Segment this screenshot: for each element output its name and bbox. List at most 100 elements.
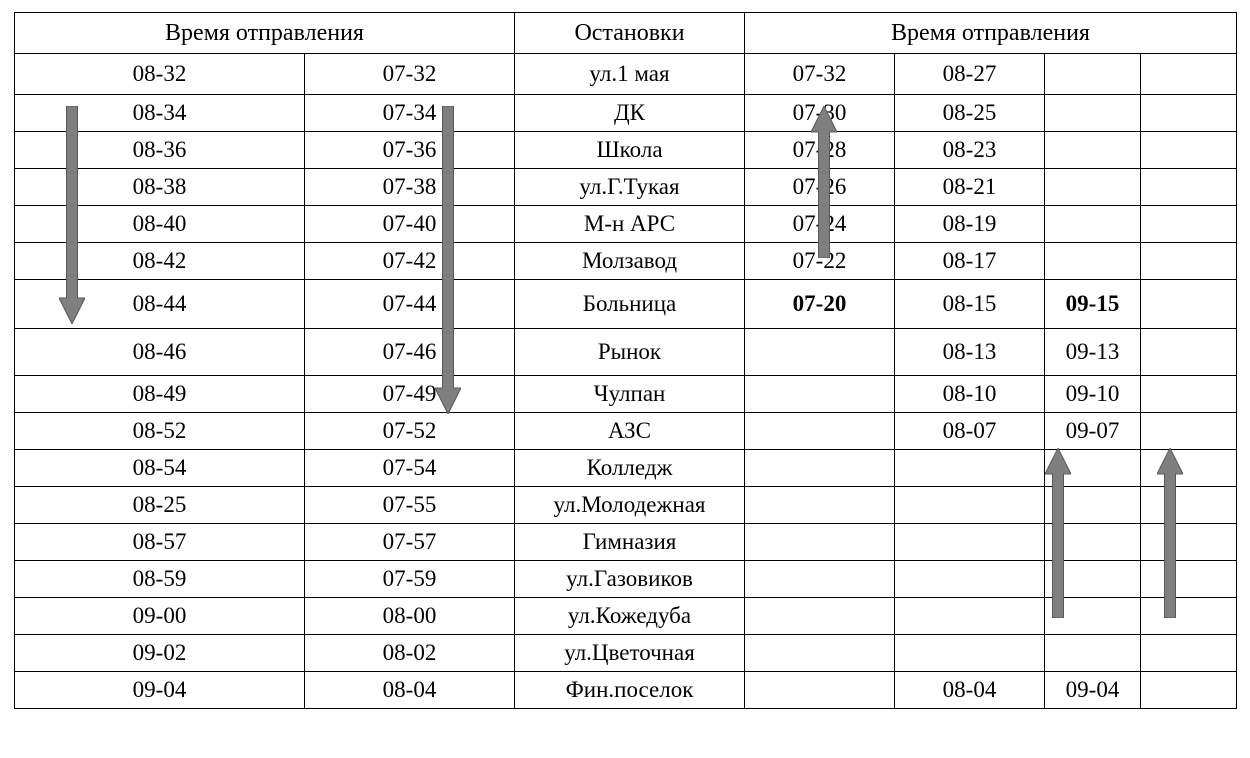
departure-right-a	[745, 672, 895, 709]
header-left: Время отправления	[15, 13, 515, 54]
departure-right-a	[745, 487, 895, 524]
departure-left-b: 07-38	[305, 169, 515, 206]
departure-left-a: 08-59	[15, 561, 305, 598]
table-row: 08-5707-57Гимназия	[15, 524, 1237, 561]
departure-left-a: 08-42	[15, 243, 305, 280]
departure-right-d	[1141, 280, 1237, 329]
departure-right-a: 07-32	[745, 54, 895, 95]
departure-left-a: 09-04	[15, 672, 305, 709]
departure-left-a: 09-02	[15, 635, 305, 672]
departure-right-d	[1141, 635, 1237, 672]
departure-left-b: 08-02	[305, 635, 515, 672]
departure-left-b: 07-32	[305, 54, 515, 95]
departure-left-a: 08-46	[15, 329, 305, 376]
departure-left-b: 07-36	[305, 132, 515, 169]
stop-name: ул.Цветочная	[515, 635, 745, 672]
departure-right-b: 08-04	[895, 672, 1045, 709]
departure-right-d	[1141, 561, 1237, 598]
departure-left-a: 08-25	[15, 487, 305, 524]
table-row: 08-5207-52АЗС08-0709-07	[15, 413, 1237, 450]
departure-left-b: 07-57	[305, 524, 515, 561]
departure-right-c	[1045, 561, 1141, 598]
schedule-body: 08-3207-32ул.1 мая07-3208-2708-3407-34ДК…	[15, 54, 1237, 709]
departure-right-d	[1141, 169, 1237, 206]
departure-right-b	[895, 635, 1045, 672]
departure-right-b: 08-15	[895, 280, 1045, 329]
departure-left-a: 08-57	[15, 524, 305, 561]
departure-left-b: 07-59	[305, 561, 515, 598]
departure-right-b: 08-10	[895, 376, 1045, 413]
stop-name: ул.Газовиков	[515, 561, 745, 598]
stop-name: ДК	[515, 95, 745, 132]
departure-right-c: 09-07	[1045, 413, 1141, 450]
departure-right-b: 08-19	[895, 206, 1045, 243]
departure-right-d	[1141, 95, 1237, 132]
departure-right-b	[895, 450, 1045, 487]
stop-name: М-н АРС	[515, 206, 745, 243]
departure-right-b: 08-07	[895, 413, 1045, 450]
departure-right-d	[1141, 132, 1237, 169]
departure-right-a: 07-26	[745, 169, 895, 206]
table-row: 08-4607-46Рынок08-1309-13	[15, 329, 1237, 376]
schedule-table: Время отправления Остановки Время отправ…	[14, 12, 1237, 709]
table-row: 08-4407-44Больница07-2008-1509-15	[15, 280, 1237, 329]
departure-left-a: 08-32	[15, 54, 305, 95]
header-right: Время отправления	[745, 13, 1237, 54]
departure-right-d	[1141, 524, 1237, 561]
stop-name: Колледж	[515, 450, 745, 487]
table-row: 08-3407-34ДК07-3008-25	[15, 95, 1237, 132]
departure-left-a: 08-54	[15, 450, 305, 487]
departure-right-c	[1045, 206, 1141, 243]
departure-left-b: 07-44	[305, 280, 515, 329]
departure-right-c	[1045, 524, 1141, 561]
departure-right-c	[1045, 635, 1141, 672]
departure-right-a	[745, 598, 895, 635]
stop-name: Чулпан	[515, 376, 745, 413]
departure-right-c	[1045, 450, 1141, 487]
departure-left-b: 07-55	[305, 487, 515, 524]
departure-right-a	[745, 376, 895, 413]
departure-left-a: 09-00	[15, 598, 305, 635]
departure-right-b: 08-21	[895, 169, 1045, 206]
departure-left-b: 07-42	[305, 243, 515, 280]
table-row: 08-4907-49Чулпан08-1009-10	[15, 376, 1237, 413]
departure-right-d	[1141, 243, 1237, 280]
stop-name: ул.Молодежная	[515, 487, 745, 524]
departure-right-c	[1045, 243, 1141, 280]
departure-right-c: 09-10	[1045, 376, 1141, 413]
departure-right-a	[745, 524, 895, 561]
departure-right-d	[1141, 206, 1237, 243]
departure-right-c	[1045, 54, 1141, 95]
departure-right-b: 08-27	[895, 54, 1045, 95]
departure-left-a: 08-36	[15, 132, 305, 169]
departure-left-b: 07-34	[305, 95, 515, 132]
departure-right-d	[1141, 54, 1237, 95]
header-stops: Остановки	[515, 13, 745, 54]
departure-right-a: 07-28	[745, 132, 895, 169]
departure-right-c	[1045, 598, 1141, 635]
stop-name: ул.1 мая	[515, 54, 745, 95]
departure-left-b: 07-46	[305, 329, 515, 376]
stop-name: АЗС	[515, 413, 745, 450]
departure-right-b: 08-25	[895, 95, 1045, 132]
departure-right-c	[1045, 169, 1141, 206]
table-row: 09-0008-00ул.Кожедуба	[15, 598, 1237, 635]
departure-left-b: 08-04	[305, 672, 515, 709]
departure-right-b	[895, 487, 1045, 524]
departure-left-b: 08-00	[305, 598, 515, 635]
departure-right-d	[1141, 450, 1237, 487]
table-row: 08-5407-54Колледж	[15, 450, 1237, 487]
departure-right-a	[745, 450, 895, 487]
departure-right-a: 07-20	[745, 280, 895, 329]
departure-right-d	[1141, 672, 1237, 709]
departure-right-b: 08-23	[895, 132, 1045, 169]
departure-right-d	[1141, 487, 1237, 524]
table-row: 08-2507-55ул.Молодежная	[15, 487, 1237, 524]
departure-right-d	[1141, 413, 1237, 450]
departure-left-a: 08-49	[15, 376, 305, 413]
departure-right-c: 09-04	[1045, 672, 1141, 709]
departure-right-a: 07-24	[745, 206, 895, 243]
table-row: 08-3207-32ул.1 мая07-3208-27	[15, 54, 1237, 95]
stop-name: Школа	[515, 132, 745, 169]
departure-right-c	[1045, 132, 1141, 169]
